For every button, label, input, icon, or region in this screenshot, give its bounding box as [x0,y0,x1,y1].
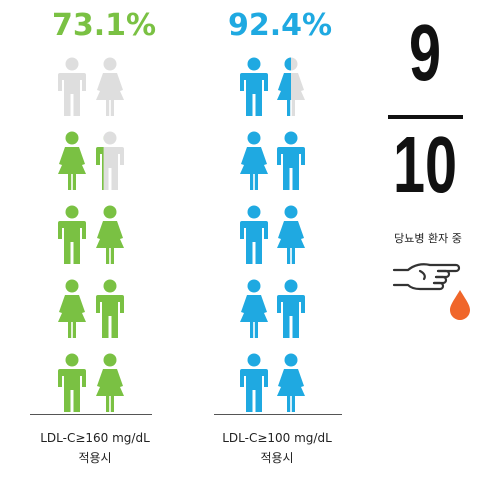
blood-drop-icon [450,290,470,320]
right-caption-apply: 적용시 [260,451,294,465]
right-person-icon [277,353,305,412]
right-person-icon [240,57,268,116]
left-caption-apply: 적용시 [78,451,112,465]
right-percentage: 92.4% [228,8,333,43]
left-person-icon [58,279,86,338]
fraction-caption: 당뇨병 환자 중 [394,232,462,245]
left-percentage: 73.1% [52,8,157,43]
left-person-icon [96,279,124,338]
left-baseline [30,414,152,415]
left-person-icon [96,57,124,116]
right-person-icon [240,205,268,264]
left-person-icon [58,57,86,116]
pointing-hand-icon [392,263,470,320]
right-person-icon [277,57,305,116]
people-pictogram [58,57,305,412]
right-person-icon [240,353,268,412]
right-person-icon [277,279,305,338]
left-person-icon [96,353,124,412]
right-person-icon [240,279,268,338]
left-person-icon [96,131,124,190]
fraction-bar [388,115,463,119]
right-person-icon [277,131,305,190]
left-person-icon [58,205,86,264]
left-person-icon [96,205,124,264]
left-caption-criteria: LDL-C≥160 mg/dL [40,431,150,445]
fraction-numerator: 9 [408,8,442,97]
fraction-denominator: 10 [392,120,458,209]
right-person-icon [240,131,268,190]
right-person-icon [277,205,305,264]
left-person-icon [58,353,86,412]
right-caption-criteria: LDL-C≥100 mg/dL [222,431,332,445]
right-baseline [214,414,342,415]
left-person-icon [58,131,86,190]
